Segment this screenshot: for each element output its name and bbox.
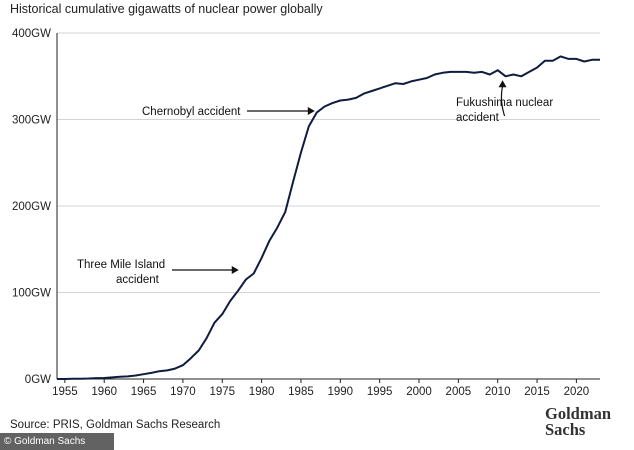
x-tick-label: 2005 [446, 386, 472, 398]
image-credit: © Goldman Sachs [0, 433, 114, 450]
annotation-tmi-line2: accident [116, 274, 160, 286]
x-tick-label: 1965 [131, 386, 157, 398]
x-tick-label: 1955 [52, 386, 78, 398]
x-tick-label: 2010 [485, 386, 511, 398]
x-axis-ticks: 1955 1960 1965 1970 1975 1980 1985 1990 1995 2000… [52, 379, 589, 398]
goldman-sachs-logo: Goldman Sachs [545, 404, 613, 439]
annotation-fukushima-line2: accident [456, 112, 500, 124]
annotation-arrowhead [307, 107, 315, 115]
annotation-arrowhead [231, 266, 239, 274]
chart-title: Historical cumulative gigawatts of nucle… [10, 2, 323, 16]
series-line [57, 55, 600, 380]
annotation-tmi-line1: Three Mile Island [77, 259, 165, 271]
y-axis-ticks: 0GW 100GW 200GW 300GW 400GW [12, 28, 51, 386]
logo-line-2: Sachs [545, 420, 586, 439]
annotation-fukushima-line1: Fukushima nuclear [456, 97, 553, 109]
x-tick-label: 2015 [524, 386, 550, 398]
source-note: Source: PRIS, Goldman Sachs Research [10, 419, 221, 431]
annotation-arrowhead [498, 80, 507, 88]
x-tick-label: 1970 [170, 386, 196, 398]
annotation-arrow [500, 86, 506, 117]
grid [57, 32, 600, 293]
x-tick-label: 1990 [328, 386, 354, 398]
x-tick-label: 1980 [249, 386, 275, 398]
x-tick-label: 1985 [288, 386, 314, 398]
y-tick-label: 0GW [25, 374, 51, 386]
logo-line-1: Goldman [545, 404, 612, 423]
y-tick-label: 200GW [12, 201, 51, 213]
x-tick-label: 1975 [209, 386, 235, 398]
x-tick-label: 1960 [91, 386, 117, 398]
y-tick-label: 300GW [12, 115, 51, 127]
annotations: Chernobyl accident Three Mile Island accid… [77, 80, 553, 286]
x-tick-label: 2000 [406, 386, 432, 398]
x-tick-label: 2020 [564, 386, 590, 398]
annotation-chernobyl: Chernobyl accident [142, 106, 241, 118]
y-tick-label: 100GW [12, 288, 51, 300]
x-tick-label: 1995 [367, 386, 393, 398]
y-tick-label: 400GW [12, 28, 51, 40]
series [57, 55, 600, 380]
axes [56, 33, 600, 380]
